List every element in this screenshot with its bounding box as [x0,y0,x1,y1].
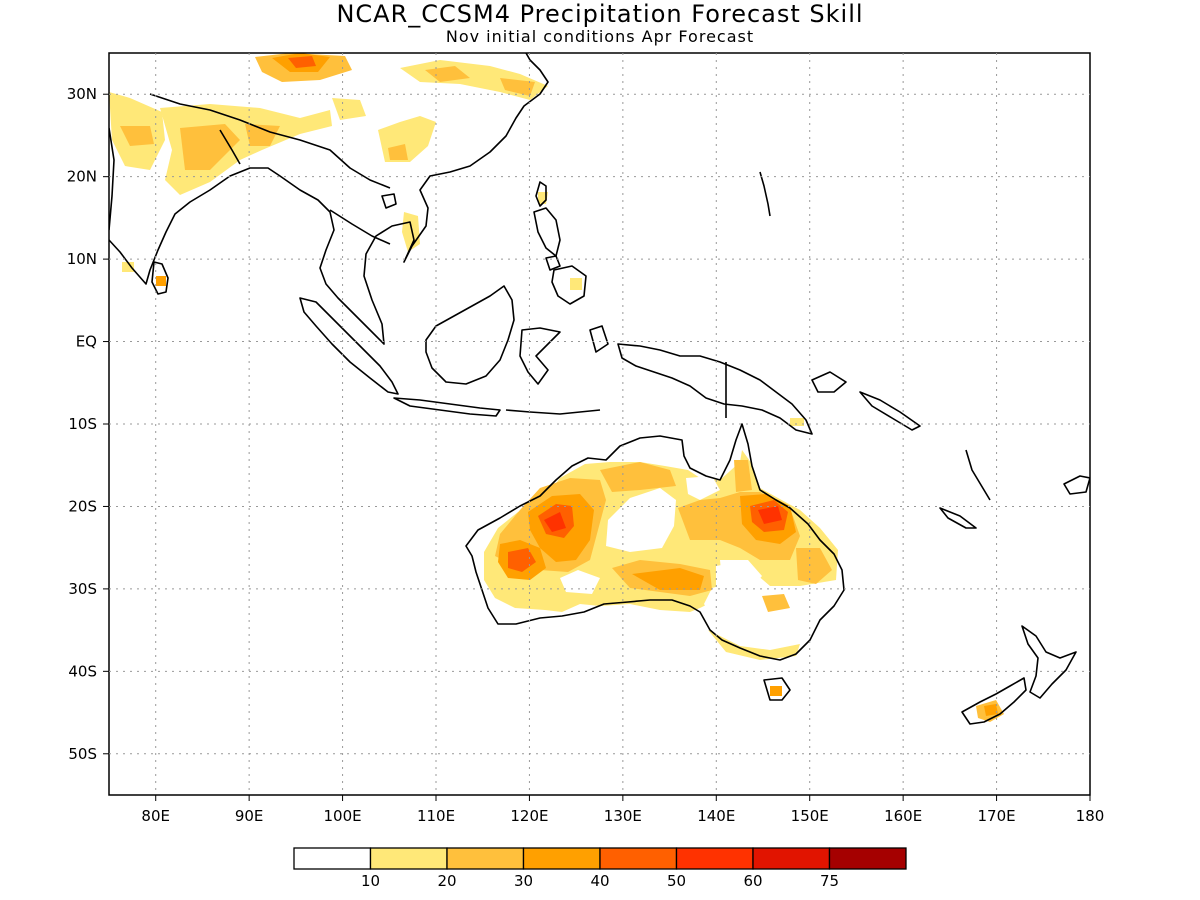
lat-tick-label: 50S [68,745,97,763]
colorbar-label: 50 [667,872,686,890]
skill-region-au-north [600,462,676,492]
lon-tick-label: 110E [417,807,455,825]
colorbar-swatch [293,847,372,870]
skill-region-au-pilbara-peak2 [544,512,566,532]
coastline-new-guinea [617,343,813,435]
coastline-hainan [381,193,397,209]
lat-tick-label: 30N [67,85,97,103]
coastline-solomons [859,391,921,431]
skill-gap-central [606,488,676,552]
colorbar-label: 10 [361,872,380,890]
skill-gap-northwest [686,476,720,500]
skill-shading [109,53,1004,722]
skill-region-north-china-core [425,66,470,82]
skill-region-au-se-coast [708,630,800,660]
coastline-sunda [505,409,601,415]
lat-tick-label: EQ [76,333,97,351]
coastline-vanuatu [965,449,991,501]
coastline-new-caledonia [939,507,977,529]
coastline-australia [465,423,845,661]
skill-region-philippines [570,278,582,290]
chart-subtitle: Nov initial conditions Apr Forecast [445,27,755,46]
coastline-java [393,397,501,417]
lon-tick-label: 150E [791,807,829,825]
coastlines [109,53,1090,725]
lon-tick-label: 140E [697,807,735,825]
lat-tick-label: 20S [68,497,97,515]
coastline-visayas [545,255,561,271]
latitude-tick-labels: 30N 20N 10N EQ 10S 20S 30S 40S 50S [67,85,97,763]
skill-region-south-china-core [388,144,408,160]
coastline-tasmania [763,677,791,701]
coastline-taiwan [535,181,547,207]
coastline-borneo [425,285,515,385]
skill-region-tibet-peak [288,56,316,68]
coastline-india-west [109,127,115,231]
coastline-sri-lanka [151,261,169,295]
coastline-mindanao [551,265,587,305]
skill-region-au-se [762,594,790,612]
coastline-moluccas [589,325,609,353]
colorbar-swatch [446,847,525,870]
border-india [219,129,241,165]
lat-tick-label: 10N [67,250,97,268]
colorbar-label: 20 [437,872,456,890]
colorbar-swatch [752,847,831,870]
skill-region-sri-lanka [156,276,166,286]
colorbar-swatch [675,847,754,870]
skill-region-au-east [796,548,832,584]
coastline-sulawesi [519,327,561,385]
colorbar-label: 30 [514,872,533,890]
colorbar-swatch [369,847,448,870]
coastline-new-britain [811,371,847,393]
skill-region-india-south [122,262,134,272]
skill-gap-southwest [560,570,600,594]
lat-tick-label: 30S [68,580,97,598]
colorbar-swatch [522,847,601,870]
border-indochina [329,209,391,245]
skill-region-himalaya-core2 [245,124,280,146]
colorbar-label: 75 [820,872,839,890]
coastline-sumatra [299,297,399,395]
colorbar: 10 20 30 40 50 60 75 [293,847,907,890]
coastline-nz-south [961,677,1027,725]
skill-region-au-south-core [632,568,704,590]
lat-tick-label: 20N [67,168,97,186]
lat-tick-label: 10S [68,415,97,433]
skill-region-tasmania [770,686,782,696]
axis-ticks [103,93,1091,801]
coastline-luzon [533,207,561,257]
skill-region-au-cape [734,460,752,492]
coastline-nz-north [1021,625,1077,699]
gridlines [109,53,1090,795]
skill-gap-east [720,560,762,588]
skill-region-yunnan [332,98,366,120]
skill-region-himalaya-core [180,124,240,170]
lon-tick-label: 80E [141,807,170,825]
lon-tick-label: 130E [604,807,642,825]
lon-tick-label: 160E [884,807,922,825]
lon-tick-label: 90E [235,807,264,825]
colorbar-swatch [599,847,678,870]
skill-region-au-qld-peak2 [758,506,782,524]
coastline-fiji [1063,475,1090,495]
lon-tick-label: 100E [324,807,362,825]
lon-tick-label: 180 [1076,807,1105,825]
border-china [149,93,391,189]
coastline-asia [109,53,549,345]
lat-tick-label: 40S [68,662,97,680]
lon-tick-label: 120E [510,807,548,825]
skill-region-india-west-core [120,126,154,146]
colorbar-label: 40 [590,872,609,890]
coastline-pacific-islands [759,171,771,217]
skill-region-north-china-core2 [500,78,535,96]
chart-title: NCAR_CCSM4 Precipitation Forecast Skill [336,0,864,28]
longitude-tick-labels: 80E 90E 100E 110E 120E 130E 140E 150E 160E 170E 18… [141,807,1104,825]
colorbar-swatch [828,847,907,870]
skill-region-png [790,418,804,426]
skill-region-new-zealand-core [984,704,998,716]
lon-tick-label: 170E [978,807,1016,825]
colorbar-label: 60 [743,872,762,890]
